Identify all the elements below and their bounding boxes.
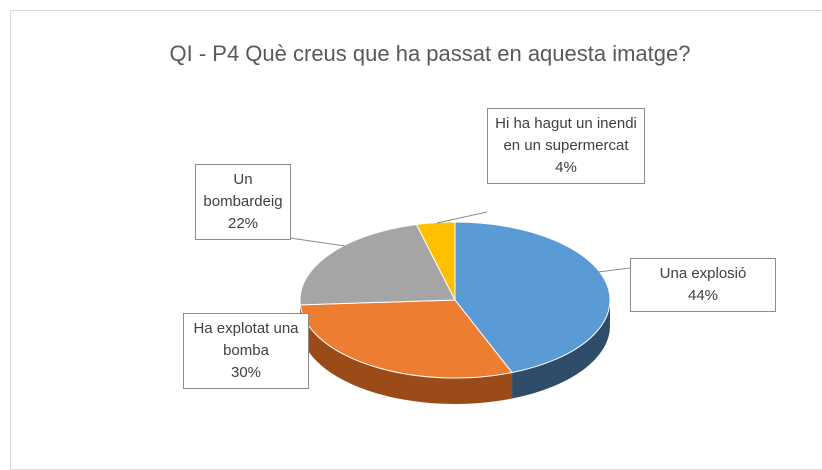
label-category: Hi ha hagut un inendi en un supermercat [494,113,638,157]
page: QI - P4 Què creus que ha passat en aques… [0,0,822,459]
leader-line [290,238,345,246]
leader-line [598,268,630,272]
label-category: Una explosió [637,263,769,285]
label-value: 44% [637,285,769,307]
leader-line [437,212,487,223]
chart-title: QI - P4 Què creus que ha passat en aques… [130,34,730,74]
data-label: Hi ha hagut un inendi en un supermercat … [487,108,645,184]
label-value: 30% [190,362,302,384]
data-label: Ha explotat una bomba 30% [183,313,309,389]
label-category: Ha explotat una bomba [190,318,302,362]
label-category: Un bombardeig [202,169,284,213]
data-label: Una explosió 44% [630,258,776,312]
label-value: 4% [494,157,638,179]
data-label: Un bombardeig 22% [195,164,291,240]
label-value: 22% [202,213,284,235]
